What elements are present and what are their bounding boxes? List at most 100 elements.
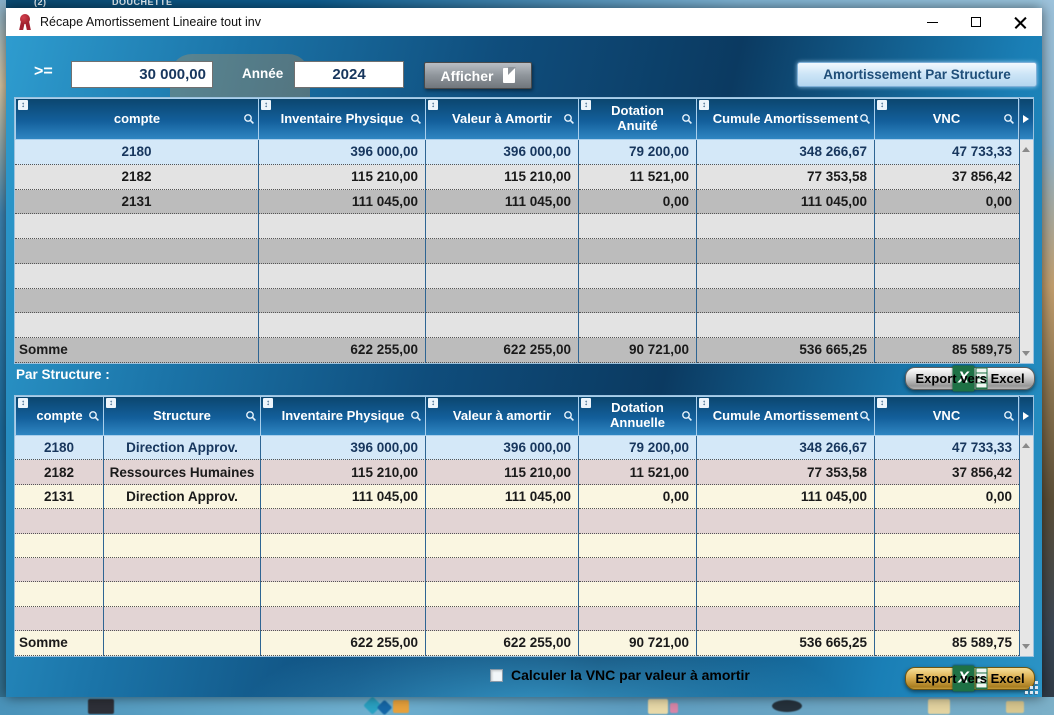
table-cell[interactable]: 37 856,42	[875, 460, 1019, 485]
sort-icon[interactable]	[106, 398, 116, 408]
table-cell[interactable]: Direction Approv.	[104, 484, 261, 510]
table-cell[interactable]: 77 353,58	[697, 164, 875, 190]
column-header[interactable]: Inventaire Physique	[261, 396, 426, 436]
search-icon[interactable]	[859, 113, 871, 125]
year-input[interactable]	[294, 61, 404, 88]
table-cell[interactable]: 348 266,67	[697, 140, 875, 165]
table-cell[interactable]: 111 045,00	[261, 484, 426, 510]
column-header[interactable]: VNC	[875, 98, 1019, 140]
table-cell[interactable]: 0,00	[875, 484, 1019, 510]
table-cell[interactable]: 396 000,00	[261, 436, 426, 461]
table-cell[interactable]: 47 733,33	[875, 436, 1019, 461]
search-icon[interactable]	[243, 113, 255, 125]
table-cell[interactable]: 0,00	[579, 484, 697, 510]
table-scrollbar[interactable]	[1019, 396, 1033, 656]
scroll-up-icon[interactable]	[1022, 439, 1030, 448]
vnc-checkbox[interactable]	[490, 668, 503, 682]
table-cell[interactable]: Ressources Humaines	[104, 460, 261, 485]
column-header[interactable]: Valeur à amortir	[426, 396, 579, 436]
scrollbar-track[interactable]	[1020, 436, 1033, 656]
threshold-input[interactable]	[71, 61, 213, 88]
table-cell[interactable]: 111 045,00	[697, 484, 875, 510]
column-header[interactable]: compte	[15, 396, 104, 436]
column-header[interactable]: Cumule Amortissement	[697, 396, 875, 436]
sort-icon[interactable]	[263, 398, 273, 408]
sort-icon[interactable]	[581, 100, 591, 110]
table-cell[interactable]: 47 733,33	[875, 140, 1019, 165]
column-header[interactable]: Valeur à Amortir	[426, 98, 579, 140]
search-icon[interactable]	[859, 410, 871, 422]
sort-icon[interactable]	[428, 100, 438, 110]
export-excel-button-bottom[interactable]: Export vers Excel	[905, 664, 1035, 691]
sort-icon[interactable]	[699, 398, 709, 408]
column-header[interactable]: Dotation Annuelle	[579, 396, 697, 436]
sort-icon[interactable]	[261, 100, 271, 110]
scroll-down-icon[interactable]	[1022, 643, 1030, 653]
search-icon[interactable]	[681, 410, 693, 422]
vnc-checkbox-label[interactable]: Calculer la VNC par valeur à amortir	[511, 667, 750, 683]
expand-column-header[interactable]	[1020, 396, 1033, 436]
sort-icon[interactable]	[581, 398, 591, 408]
table-cell[interactable]: 115 210,00	[426, 164, 579, 190]
resize-grip[interactable]	[1022, 678, 1038, 694]
search-icon[interactable]	[681, 113, 693, 125]
sort-icon[interactable]	[18, 398, 28, 408]
table-cell[interactable]: 111 045,00	[697, 189, 875, 215]
table-cell[interactable]: 396 000,00	[259, 140, 426, 165]
search-icon[interactable]	[88, 410, 100, 422]
table-cell[interactable]: 396 000,00	[426, 436, 579, 461]
minimize-button[interactable]	[910, 8, 954, 36]
sort-icon[interactable]	[699, 100, 709, 110]
amortissement-par-structure-button[interactable]: Amortissement Par Structure	[797, 62, 1037, 87]
table-cell[interactable]: 11 521,00	[579, 460, 697, 485]
search-icon[interactable]	[563, 113, 575, 125]
table-scrollbar[interactable]	[1019, 98, 1033, 363]
column-header[interactable]: Structure	[104, 396, 261, 436]
table-cell[interactable]: 2180	[15, 436, 104, 461]
afficher-button[interactable]: Afficher	[424, 62, 532, 89]
table-cell[interactable]: 79 200,00	[579, 140, 697, 165]
table-cell[interactable]: 0,00	[579, 189, 697, 215]
sort-icon[interactable]	[18, 100, 28, 110]
table-cell[interactable]: Direction Approv.	[104, 436, 261, 461]
column-header[interactable]: compte	[15, 98, 259, 140]
table-cell[interactable]: 115 210,00	[259, 164, 426, 190]
table-cell[interactable]: 2182	[15, 460, 104, 485]
column-header[interactable]: Cumule Amortissement	[697, 98, 875, 140]
sort-icon[interactable]	[877, 100, 887, 110]
expand-column-header[interactable]	[1020, 98, 1033, 140]
search-icon[interactable]	[1003, 410, 1015, 422]
table-cell[interactable]: 37 856,42	[875, 164, 1019, 190]
table-cell[interactable]: 111 045,00	[426, 189, 579, 215]
table-cell[interactable]: 2131	[15, 189, 259, 215]
column-header[interactable]: VNC	[875, 396, 1019, 436]
table-cell[interactable]: 348 266,67	[697, 436, 875, 461]
table-cell[interactable]: 115 210,00	[261, 460, 426, 485]
table-cell[interactable]: 111 045,00	[426, 484, 579, 510]
maximize-button[interactable]	[954, 8, 998, 36]
search-icon[interactable]	[410, 410, 422, 422]
scroll-down-icon[interactable]	[1022, 350, 1030, 360]
column-header[interactable]: Inventaire Physique	[259, 98, 426, 140]
table-cell[interactable]: 2182	[15, 164, 259, 190]
table-cell[interactable]: 115 210,00	[426, 460, 579, 485]
table-cell[interactable]: 111 045,00	[259, 189, 426, 215]
table-cell[interactable]: 0,00	[875, 189, 1019, 215]
search-icon[interactable]	[1003, 113, 1015, 125]
scroll-up-icon[interactable]	[1022, 143, 1030, 152]
sort-icon[interactable]	[877, 398, 887, 408]
table-cell[interactable]: 79 200,00	[579, 436, 697, 461]
search-icon[interactable]	[245, 410, 257, 422]
table-cell[interactable]: 11 521,00	[579, 164, 697, 190]
close-button[interactable]	[998, 8, 1042, 36]
title-bar[interactable]: Récape Amortissement Lineaire tout inv	[6, 8, 1042, 36]
table-cell[interactable]: 77 353,58	[697, 460, 875, 485]
table-cell[interactable]: 2131	[15, 484, 104, 510]
table-cell[interactable]: 396 000,00	[426, 140, 579, 165]
scrollbar-track[interactable]	[1020, 140, 1033, 363]
export-excel-button-top[interactable]: Export vers Excel	[905, 364, 1035, 391]
table-cell[interactable]: 2180	[15, 140, 259, 165]
search-icon[interactable]	[410, 113, 422, 125]
search-icon[interactable]	[563, 410, 575, 422]
column-header[interactable]: Dotation Anuité	[579, 98, 697, 140]
